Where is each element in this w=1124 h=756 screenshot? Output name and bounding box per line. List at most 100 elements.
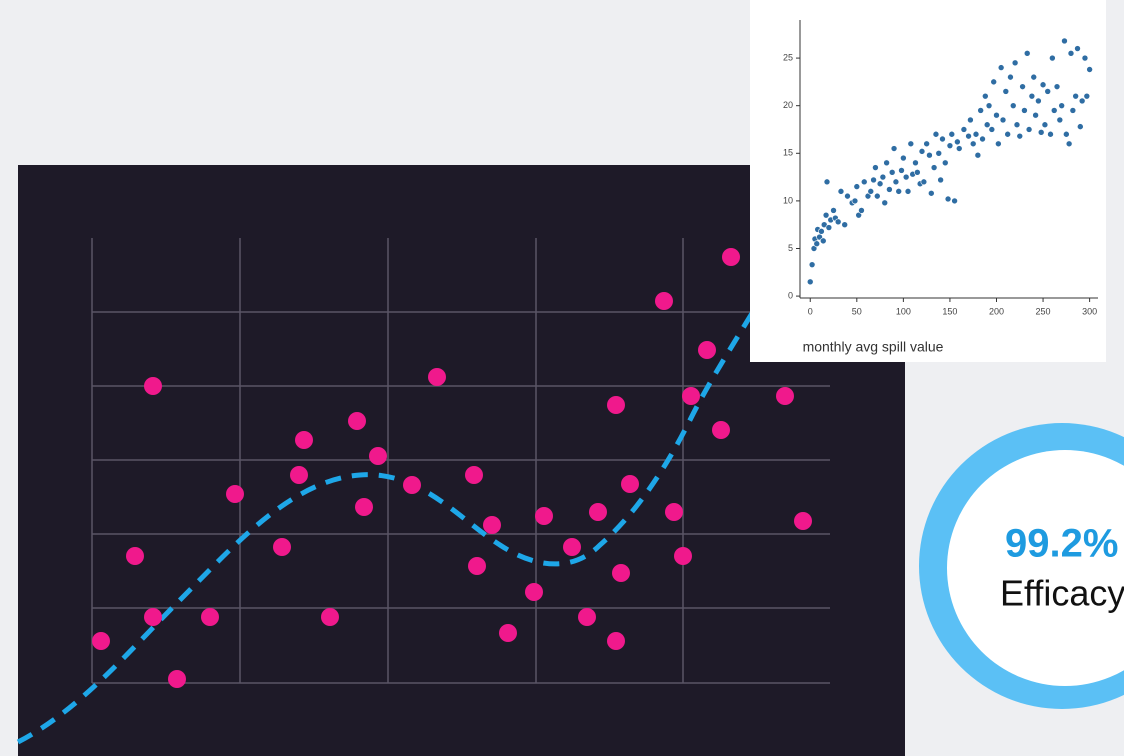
point (1058, 102, 1065, 109)
point (923, 140, 930, 148)
y-tick-label: 10 (783, 195, 793, 205)
point (1021, 107, 1028, 114)
point (1007, 73, 1014, 81)
y-tick-label: 15 (783, 148, 793, 158)
point (853, 183, 861, 190)
point (806, 278, 814, 286)
point (951, 197, 958, 205)
point (993, 111, 1000, 119)
point (974, 151, 982, 159)
point (941, 159, 949, 167)
point (1016, 132, 1024, 140)
y-tick-label: 25 (783, 52, 793, 62)
point (946, 142, 954, 149)
y-tick-label: 5 (788, 243, 793, 253)
point (1078, 97, 1086, 105)
x-tick-label: 300 (1082, 306, 1097, 316)
point (979, 135, 986, 143)
point (1056, 116, 1064, 124)
point (977, 107, 984, 114)
point (825, 224, 833, 231)
point (844, 192, 851, 200)
point (965, 132, 972, 140)
point (939, 135, 946, 143)
efficacy-badge: 99.2% Efficacy (919, 423, 1124, 709)
point (1047, 130, 1054, 138)
point (834, 218, 842, 226)
point (960, 126, 968, 133)
point (1061, 37, 1068, 45)
point (864, 192, 872, 200)
point (928, 189, 935, 197)
point (895, 188, 903, 195)
point (813, 240, 821, 248)
point (935, 149, 943, 157)
point (872, 164, 879, 171)
point (1067, 50, 1075, 57)
point (841, 221, 849, 228)
point (890, 145, 898, 152)
x-axis-label: monthly avg spill value (803, 339, 944, 355)
point (883, 159, 890, 167)
point (870, 176, 877, 184)
inset-background (750, 0, 1106, 362)
point (1065, 140, 1073, 148)
inset-chart: monthly avg spill value 0 50 100 150 200 250 3… (750, 0, 1106, 362)
point (1074, 45, 1081, 52)
badge-center (947, 450, 1124, 686)
point (1063, 130, 1070, 138)
point (932, 130, 940, 138)
point (1002, 88, 1010, 95)
point (1086, 66, 1093, 73)
point (969, 140, 977, 148)
point (972, 130, 980, 138)
point (967, 116, 974, 124)
point (990, 78, 998, 86)
x-tick-label: 0 (808, 306, 813, 316)
point (1053, 83, 1061, 90)
point (955, 145, 963, 152)
badge-value: 99.2% (1005, 522, 1118, 566)
point (937, 176, 944, 184)
point (898, 167, 905, 174)
point (995, 140, 1002, 148)
point (985, 102, 993, 109)
point (858, 207, 865, 214)
point (830, 207, 837, 214)
x-tick-label: 50 (852, 306, 862, 316)
point (999, 116, 1007, 124)
point (823, 178, 831, 186)
point (876, 180, 884, 188)
point (1030, 73, 1038, 81)
point (837, 188, 845, 195)
point (1004, 130, 1011, 138)
point (930, 164, 938, 171)
point (851, 197, 859, 205)
point (1044, 88, 1052, 95)
point (1023, 50, 1031, 57)
point (1041, 121, 1049, 129)
point (1009, 102, 1017, 109)
point (1049, 54, 1056, 62)
point (855, 211, 862, 219)
point (997, 64, 1005, 71)
point (1025, 126, 1033, 133)
point (944, 195, 952, 203)
point (982, 92, 989, 100)
point (902, 173, 910, 181)
x-tick-label: 250 (1036, 306, 1051, 316)
point (1032, 111, 1039, 119)
badge-label: Efficacy (1000, 573, 1124, 614)
point (1013, 121, 1021, 129)
illustration-dots (92, 248, 812, 688)
point (819, 237, 827, 245)
point (948, 130, 956, 138)
point (1011, 59, 1019, 67)
point (1081, 54, 1089, 62)
point (810, 245, 818, 252)
point (983, 121, 991, 129)
point (886, 186, 893, 193)
